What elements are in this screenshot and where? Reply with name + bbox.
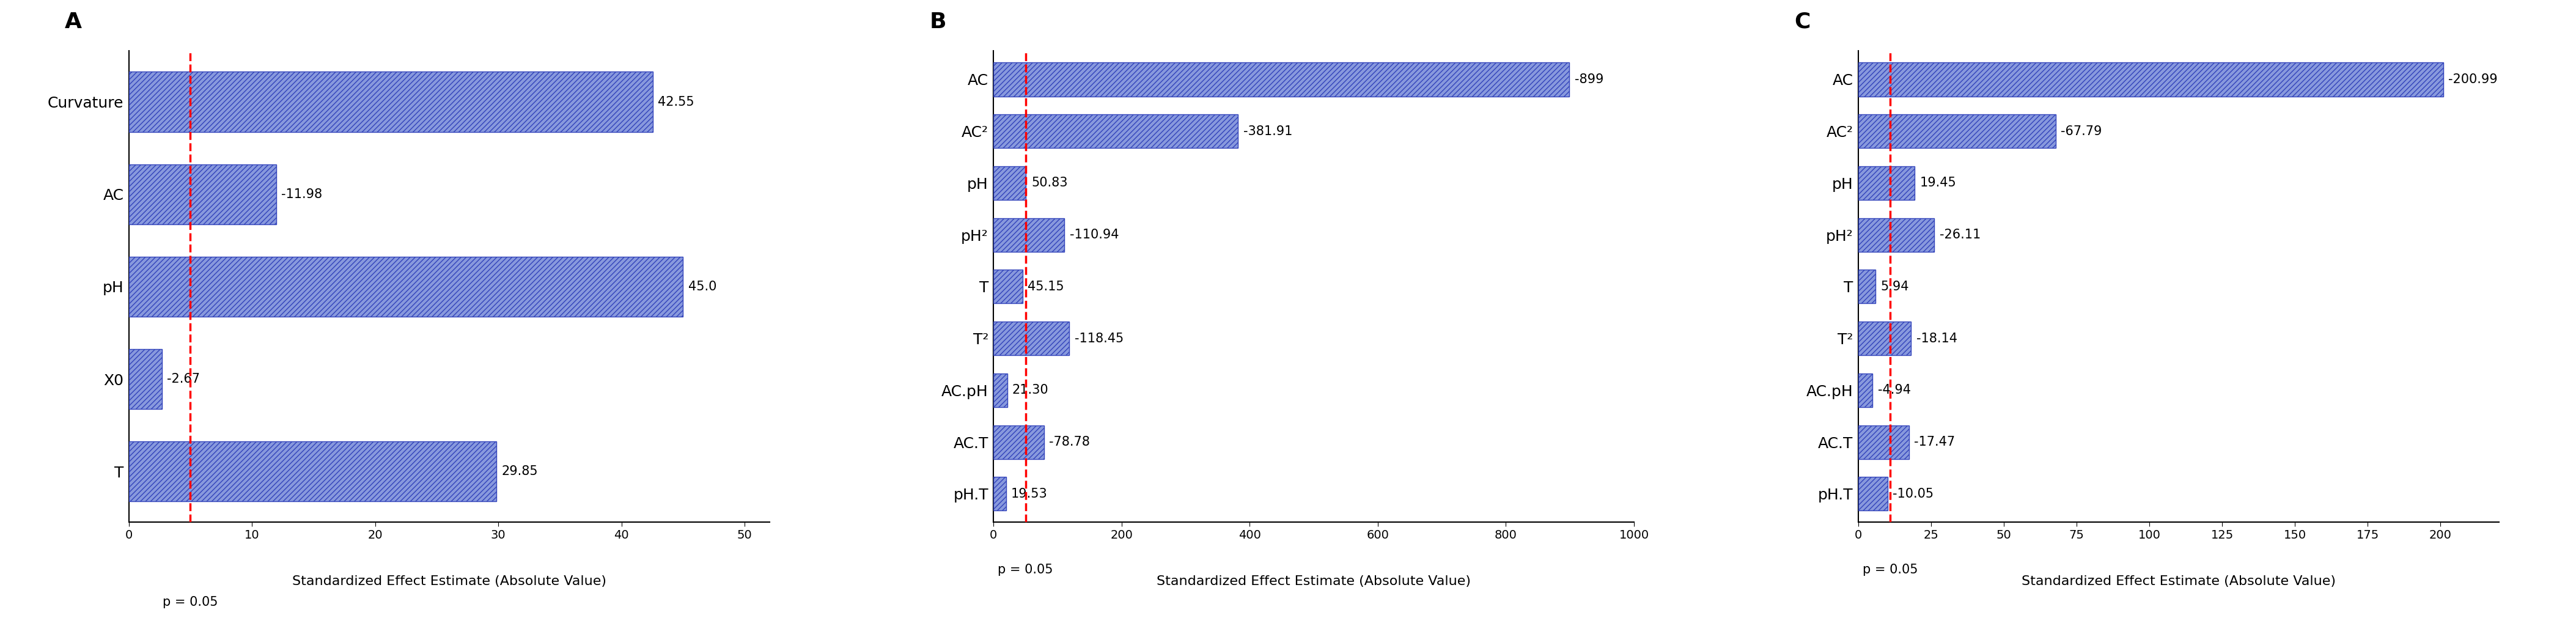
Bar xyxy=(1857,270,1875,303)
Bar xyxy=(994,115,1239,148)
Bar xyxy=(1857,115,2056,148)
Text: -2.67: -2.67 xyxy=(167,373,201,385)
X-axis label: Standardized Effect Estimate (Absolute Value): Standardized Effect Estimate (Absolute V… xyxy=(1157,575,1471,587)
Bar xyxy=(129,349,162,409)
Bar xyxy=(994,477,1007,511)
Text: -17.47: -17.47 xyxy=(1914,436,1955,448)
Bar xyxy=(129,441,497,501)
X-axis label: Standardized Effect Estimate (Absolute Value): Standardized Effect Estimate (Absolute V… xyxy=(291,575,605,587)
Text: 19.45: 19.45 xyxy=(1919,177,1958,189)
Text: 45.15: 45.15 xyxy=(1028,280,1064,293)
Bar xyxy=(994,270,1023,303)
Bar xyxy=(1857,373,1873,407)
Text: 42.55: 42.55 xyxy=(657,96,696,108)
Text: -899: -899 xyxy=(1574,73,1602,85)
Bar xyxy=(994,218,1064,252)
Text: 45.0: 45.0 xyxy=(688,280,716,293)
Text: A: A xyxy=(64,11,82,32)
Text: p = 0.05: p = 0.05 xyxy=(162,596,219,608)
Text: -200.99: -200.99 xyxy=(2450,73,2499,85)
Text: -18.14: -18.14 xyxy=(1917,333,1958,345)
Text: -4.94: -4.94 xyxy=(1878,384,1911,396)
Text: -10.05: -10.05 xyxy=(1893,488,1935,500)
Bar xyxy=(994,62,1569,96)
Text: 21.30: 21.30 xyxy=(1012,384,1048,396)
Bar xyxy=(129,164,276,224)
Text: B: B xyxy=(930,11,945,32)
Text: -67.79: -67.79 xyxy=(2061,125,2102,138)
Bar xyxy=(129,72,652,132)
X-axis label: Standardized Effect Estimate (Absolute Value): Standardized Effect Estimate (Absolute V… xyxy=(2022,575,2336,587)
Text: -110.94: -110.94 xyxy=(1069,229,1118,241)
Text: p = 0.05: p = 0.05 xyxy=(997,564,1054,576)
Bar xyxy=(1857,322,1911,355)
Bar xyxy=(994,426,1043,459)
Text: -118.45: -118.45 xyxy=(1074,333,1123,345)
Text: 5.94: 5.94 xyxy=(1880,280,1909,293)
Bar xyxy=(1857,218,1935,252)
Bar xyxy=(1857,426,1909,459)
Bar xyxy=(1857,62,2445,96)
Text: p = 0.05: p = 0.05 xyxy=(1862,564,1919,576)
Text: 29.85: 29.85 xyxy=(502,466,538,478)
Text: 50.83: 50.83 xyxy=(1030,177,1066,189)
Bar xyxy=(994,322,1069,355)
Text: C: C xyxy=(1793,11,1811,32)
Text: -11.98: -11.98 xyxy=(281,188,322,200)
Text: -381.91: -381.91 xyxy=(1244,125,1293,138)
Text: -26.11: -26.11 xyxy=(1940,229,1981,241)
Bar xyxy=(1857,166,1914,200)
Text: 19.53: 19.53 xyxy=(1012,488,1048,500)
Bar xyxy=(994,373,1007,407)
Bar xyxy=(1857,477,1888,511)
Bar xyxy=(129,257,683,317)
Bar xyxy=(994,166,1025,200)
Text: -78.78: -78.78 xyxy=(1048,436,1090,448)
